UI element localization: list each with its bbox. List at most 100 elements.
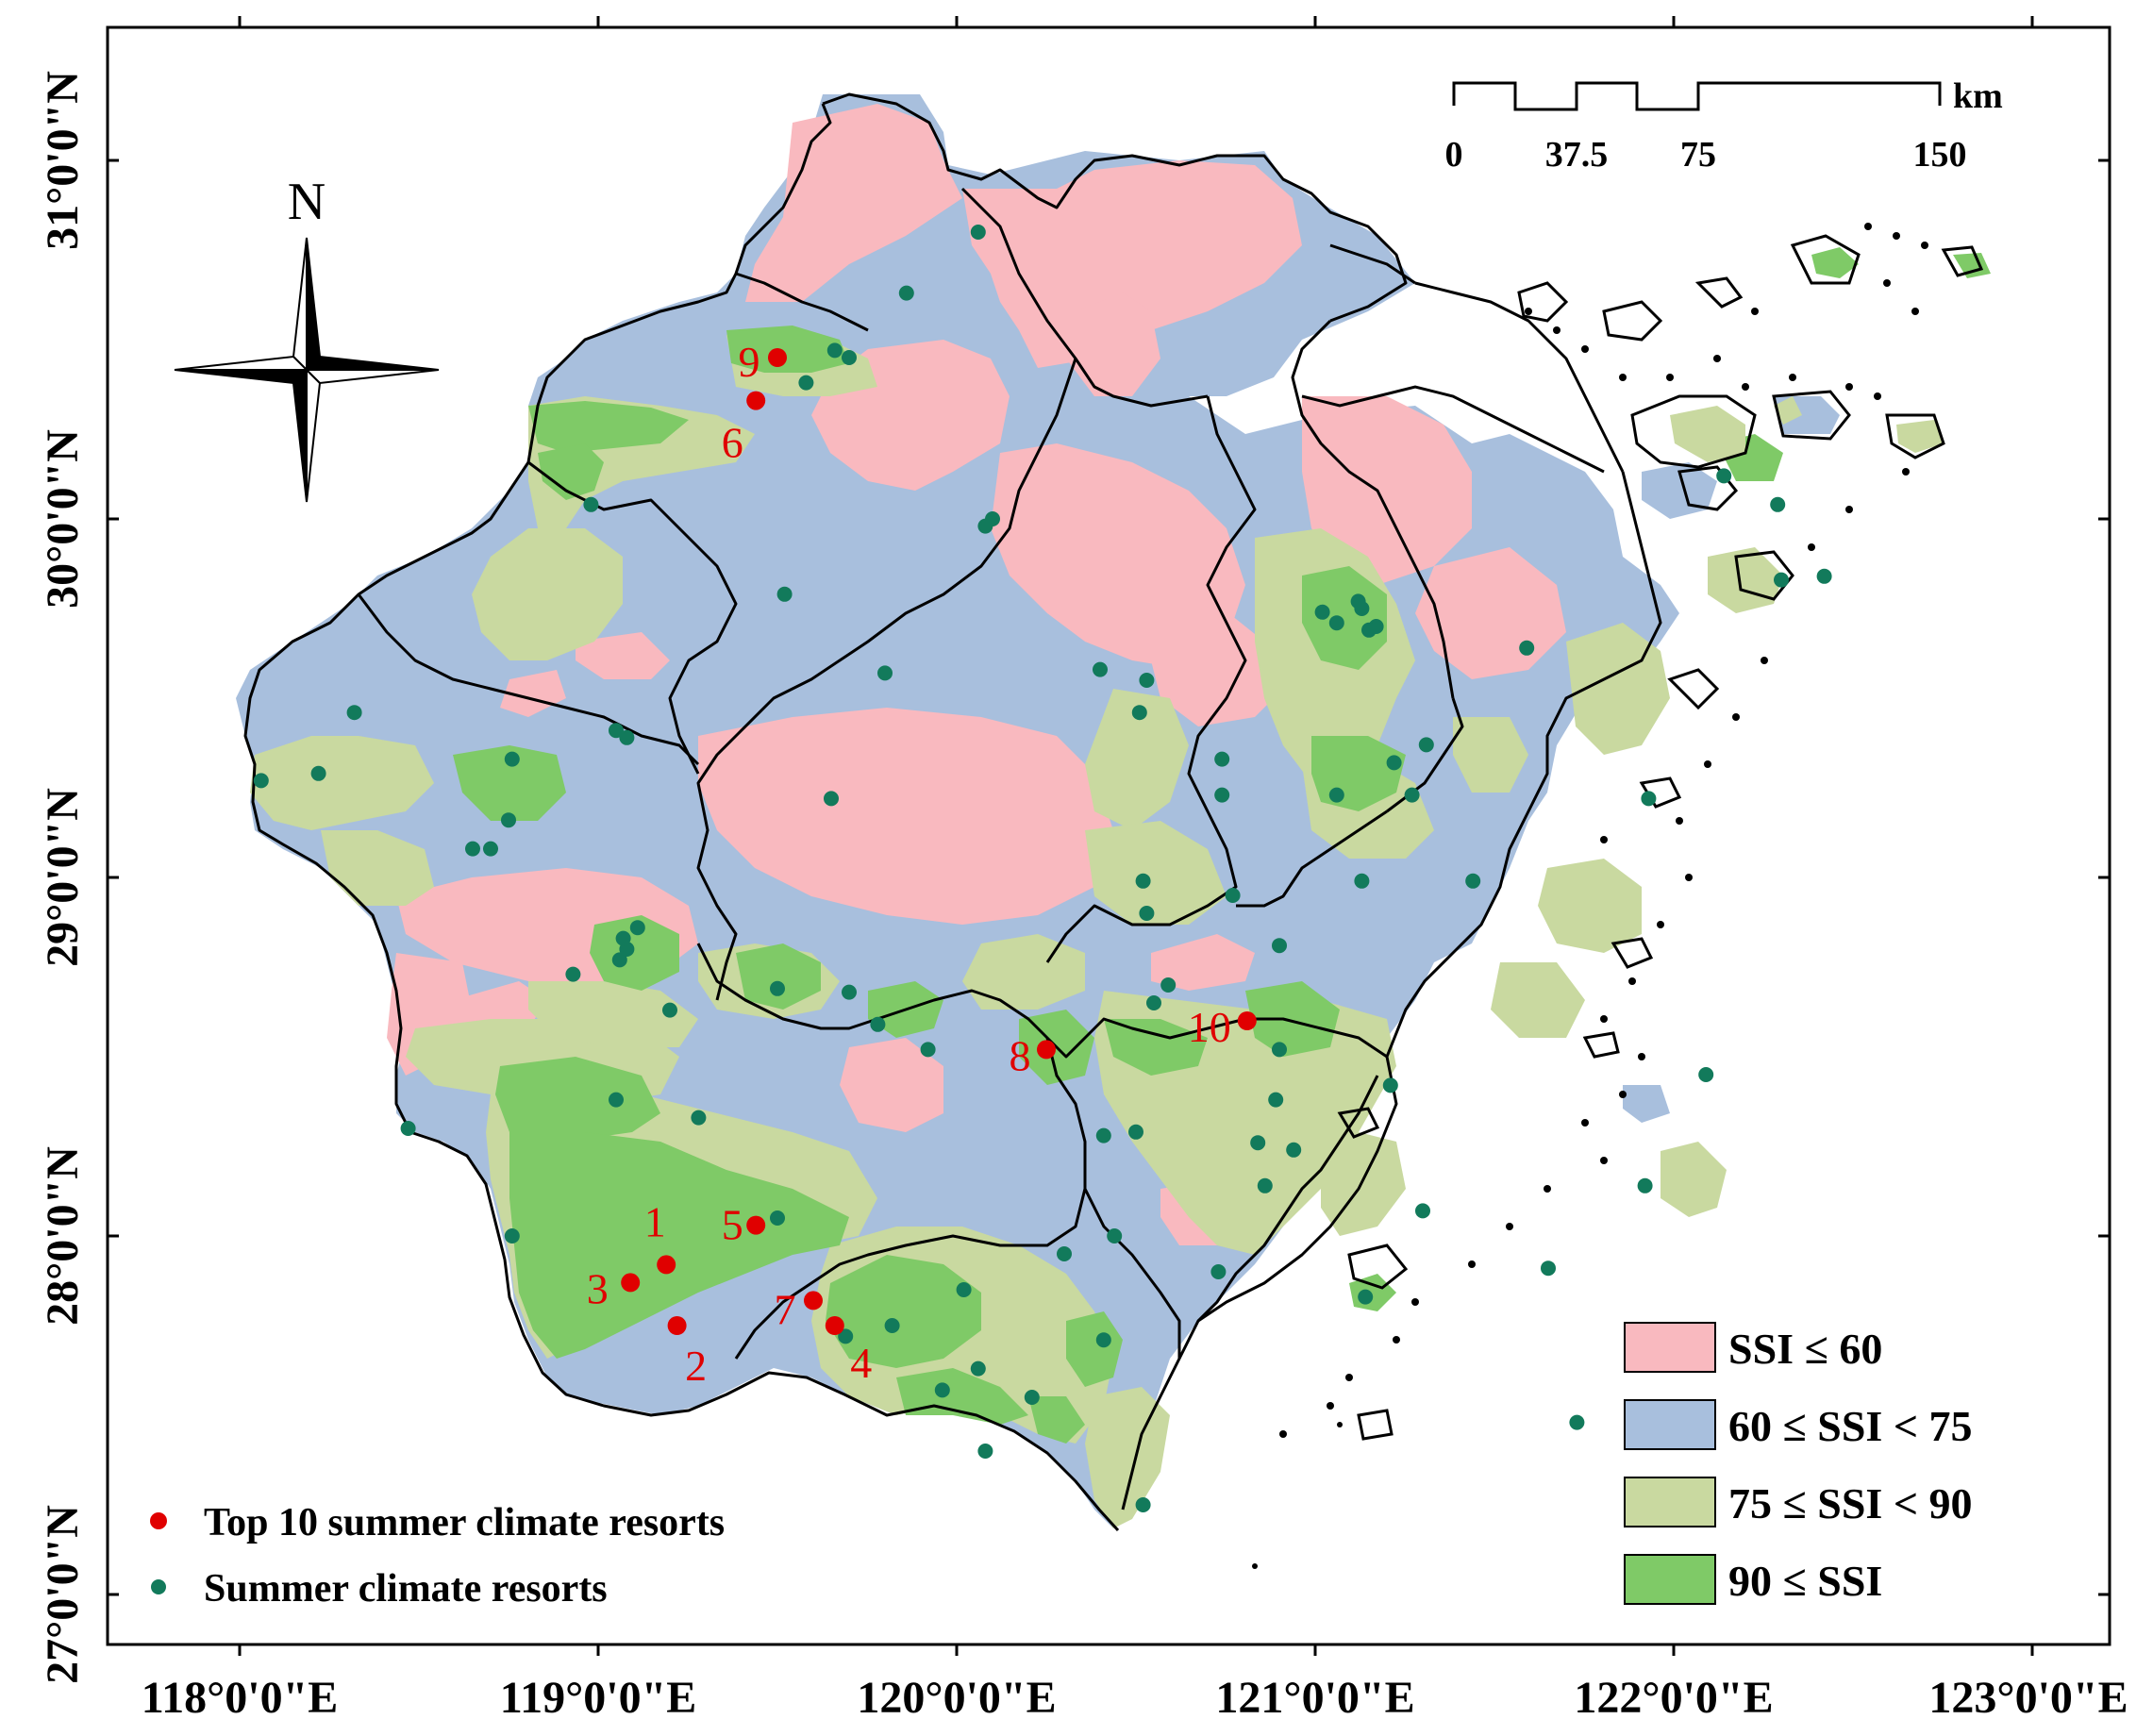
resort-marker [1131, 705, 1147, 721]
island-outlines [1337, 234, 1984, 1441]
resort-marker [1057, 1246, 1072, 1261]
resort-marker [1404, 787, 1420, 803]
resort-marker [1314, 604, 1330, 620]
resort-marker [770, 1210, 785, 1226]
resort-marker [1210, 1264, 1227, 1279]
resort-marker [1770, 496, 1786, 512]
top10-rank-label: 2 [685, 1342, 707, 1390]
resort-marker [1093, 661, 1108, 677]
north-arrow: N [174, 173, 440, 503]
resort-marker [1139, 673, 1155, 688]
resort-marker [504, 751, 520, 767]
resort-marker [501, 812, 516, 828]
resort-marker [970, 1360, 986, 1377]
resort-marker [1107, 1228, 1123, 1244]
top10-marker [657, 1255, 676, 1275]
legend-top10-marker [150, 1512, 167, 1529]
resort-marker [970, 225, 986, 240]
point-legend: Top 10 summer climate resorts Summer cli… [150, 1501, 725, 1611]
resort-marker [1214, 751, 1230, 767]
longitude-label: 118°0'0"E [142, 1673, 339, 1723]
latitude-label: 29°0'0"N [38, 788, 88, 967]
legend-swatch-ge-90 [1624, 1554, 1716, 1605]
top10-rank-label: 5 [722, 1201, 743, 1249]
resort-marker [1354, 601, 1370, 616]
resort-marker [838, 1328, 854, 1344]
resort-marker [977, 1444, 993, 1459]
ssi-legend: SSI ≤ 60 60 ≤ SSI < 75 75 ≤ SSI < 90 90 … [1624, 1322, 1973, 1605]
resort-marker [1257, 1177, 1273, 1194]
resort-marker [1816, 568, 1832, 584]
top10-rank-label: 3 [587, 1264, 609, 1312]
resort-marker [1095, 1332, 1111, 1348]
resort-marker [1774, 572, 1789, 588]
legend-label-ge-90: 90 ≤ SSI [1728, 1557, 1882, 1605]
resort-marker [504, 1228, 520, 1244]
resort-marker [611, 952, 627, 968]
resort-marker [842, 984, 857, 1000]
scale-bar: km 0 37.5 75 150 [1445, 76, 2003, 175]
resort-marker [1128, 1124, 1143, 1140]
legend-label-75-90: 75 ≤ SSI < 90 [1728, 1479, 1973, 1527]
resort-marker [826, 342, 843, 359]
resort-marker [1358, 1289, 1374, 1305]
top10-marker [768, 348, 787, 367]
longitude-label: 122°0'0"E [1574, 1673, 1773, 1723]
legend-label-60-75: 60 ≤ SSI < 75 [1728, 1402, 1973, 1450]
resort-marker [1541, 1260, 1556, 1277]
zone-ge-90 [453, 247, 1991, 1444]
longitude-label: 123°0'0"E [1928, 1673, 2128, 1723]
resort-marker [877, 665, 893, 681]
resort-marker [1418, 737, 1434, 753]
resort-marker [565, 966, 581, 982]
resort-marker [400, 1121, 416, 1136]
resort-marker [1135, 1497, 1151, 1512]
resort-marker [1250, 1135, 1266, 1151]
resort-marker [977, 518, 993, 534]
resort-marker [1214, 787, 1230, 803]
resort-marker [1225, 888, 1241, 903]
top10-rank-label: 1 [644, 1197, 666, 1245]
resort-marker [1361, 622, 1377, 638]
resort-marker [776, 586, 793, 602]
scale-tick-1: 37.5 [1545, 135, 1609, 175]
latitude-label: 27°0'0"N [38, 1505, 88, 1684]
legend-resort-label: Summer climate resorts [204, 1567, 608, 1611]
resort-marker [310, 765, 326, 781]
resort-marker [1095, 1127, 1111, 1143]
longitude-label: 120°0'0"E [857, 1673, 1056, 1723]
resort-marker [870, 1016, 886, 1032]
north-label: N [288, 173, 325, 231]
resort-marker [1272, 1042, 1287, 1058]
legend-label-le-60: SSI ≤ 60 [1728, 1325, 1882, 1373]
resort-marker [483, 841, 498, 857]
resort-marker [1698, 1067, 1714, 1082]
resort-marker [842, 350, 857, 365]
resort-marker [465, 841, 480, 857]
top10-rank-label: 9 [739, 338, 760, 386]
resort-marker [1519, 640, 1535, 656]
resort-marker [615, 930, 631, 946]
legend-top10-label: Top 10 summer climate resorts [204, 1501, 725, 1544]
resort-marker [629, 920, 645, 936]
scale-unit: km [1953, 76, 2003, 116]
resort-marker [920, 1042, 936, 1058]
resort-marker [1146, 995, 1161, 1010]
top10-marker [825, 1316, 844, 1335]
scale-tick-2: 75 [1680, 135, 1716, 175]
resort-marker [1139, 906, 1155, 921]
resort-marker [956, 1282, 972, 1297]
resort-marker [898, 285, 914, 301]
resort-marker [1272, 938, 1287, 954]
resort-marker [1465, 873, 1481, 889]
latitude-label: 31°0'0"N [38, 71, 88, 250]
resort-marker [1268, 1092, 1284, 1108]
resort-marker [253, 773, 269, 789]
top10-rank-label: 8 [1010, 1031, 1031, 1079]
top10-marker [621, 1273, 641, 1293]
top10-marker [746, 391, 766, 410]
resort-marker [1382, 1077, 1398, 1093]
resort-marker [1637, 1177, 1653, 1194]
latitude-label: 28°0'0"N [38, 1146, 88, 1326]
longitude-label: 121°0'0"E [1215, 1673, 1414, 1723]
